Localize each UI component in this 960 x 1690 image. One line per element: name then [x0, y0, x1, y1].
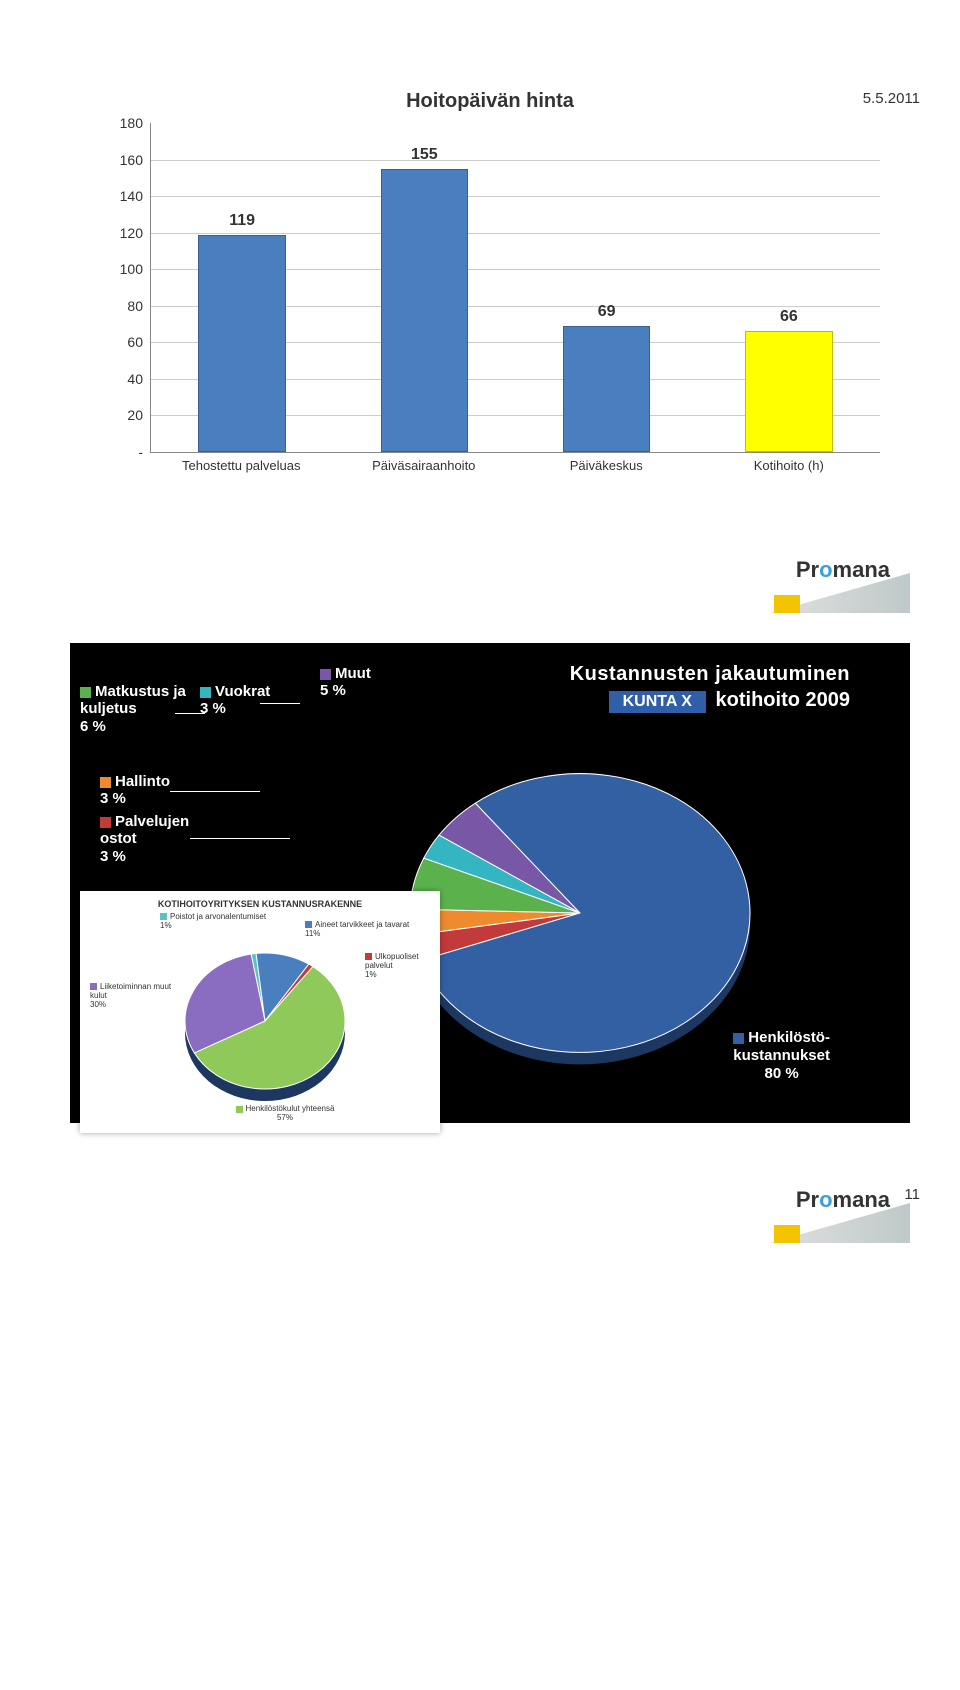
legend-box-ostot: [100, 817, 111, 828]
bar-chart: -204060801001201401601801191556966 Tehos…: [150, 123, 880, 483]
sp-lab-aineet: Aineet tarvikkeet ja tavarat11%: [305, 921, 415, 939]
legend-box-vuokrat: [200, 687, 211, 698]
leader-line: [170, 791, 260, 792]
legend-text-matkustus: Matkustus jakuljetus6 %: [80, 683, 186, 735]
legend-hk: Henkilöstö-kustannukset80 %: [733, 1029, 830, 1083]
pie-title-line2: KUNTA X kotihoito 2009: [609, 689, 850, 713]
leader-line: [190, 838, 290, 839]
legend-ostot: Palvelujenostot3 %: [100, 813, 189, 865]
bar-chart-panel: Hoitopäivän hinta -204060801001201401601…: [70, 70, 910, 513]
legend-vuokrat: Vuokrat3 %: [200, 683, 270, 718]
brand-part2: mana: [833, 1187, 890, 1212]
brand-row: Promana: [0, 523, 910, 583]
legend-matkustus: Matkustus jakuljetus6 %: [80, 683, 186, 735]
legend-box-hallinto: [100, 777, 111, 788]
bar: 66: [745, 331, 832, 452]
brand-logo: Promana: [796, 557, 890, 582]
brand-row: Promana: [0, 1153, 910, 1213]
brand-part1: Pr: [796, 557, 819, 582]
sp-lab-hk: Henkilöstökulut yhteensä57%: [225, 1105, 345, 1123]
bar-x-labels: Tehostettu palveluasPäiväsairaanhoitoPäi…: [150, 453, 880, 483]
legend-text-hk: Henkilöstö-kustannukset80 %: [733, 1029, 830, 1082]
date-header: 5.5.2011: [863, 90, 920, 107]
wedge-yellow: [774, 1225, 800, 1243]
page-number: 11: [904, 1186, 920, 1203]
leader-line: [260, 703, 300, 704]
pie-title-line1: Kustannusten jakautuminen: [350, 663, 850, 686]
pie-small-svg: [170, 923, 360, 1113]
legend-box-muut: [320, 669, 331, 680]
wedge-yellow: [774, 595, 800, 613]
leader-line: [175, 713, 205, 714]
sp-lab-ulko: Ulkopuoliset palvelut1%: [365, 953, 445, 979]
brand-o: o: [819, 557, 832, 582]
bar: 69: [563, 326, 650, 452]
sp-lab-poistot: Poistot ja arvonalentumiset1%: [160, 913, 270, 931]
pie-small-title: KOTIHOITOYRITYKSEN KUSTANNUSRAKENNE: [90, 899, 430, 909]
pie-small-panel: KOTIHOITOYRITYKSEN KUSTANNUSRAKENNE Pois…: [80, 891, 440, 1133]
legend-muut: Muut5 %: [320, 665, 371, 700]
kunta-box: KUNTA X: [609, 691, 706, 713]
brand-logo: Promana: [796, 1187, 890, 1212]
brand-o: o: [819, 1187, 832, 1212]
pie-title-rest: kotihoito 2009: [716, 689, 850, 711]
legend-hallinto: Hallinto3 %: [100, 773, 170, 808]
legend-box-matkustus: [80, 687, 91, 698]
sp-lab-liike: Liiketoiminnan muut kulut30%: [90, 983, 180, 1009]
legend-text-ostot: Palvelujenostot3 %: [100, 813, 189, 865]
bar-chart-title: Hoitopäivän hinta: [100, 90, 880, 113]
bar: 119: [198, 235, 285, 453]
brand-part1: Pr: [796, 1187, 819, 1212]
bar-plot-area: -204060801001201401601801191556966: [150, 123, 880, 453]
brand-part2: mana: [833, 557, 890, 582]
bar: 155: [381, 169, 468, 452]
legend-box-hk: [733, 1033, 744, 1044]
